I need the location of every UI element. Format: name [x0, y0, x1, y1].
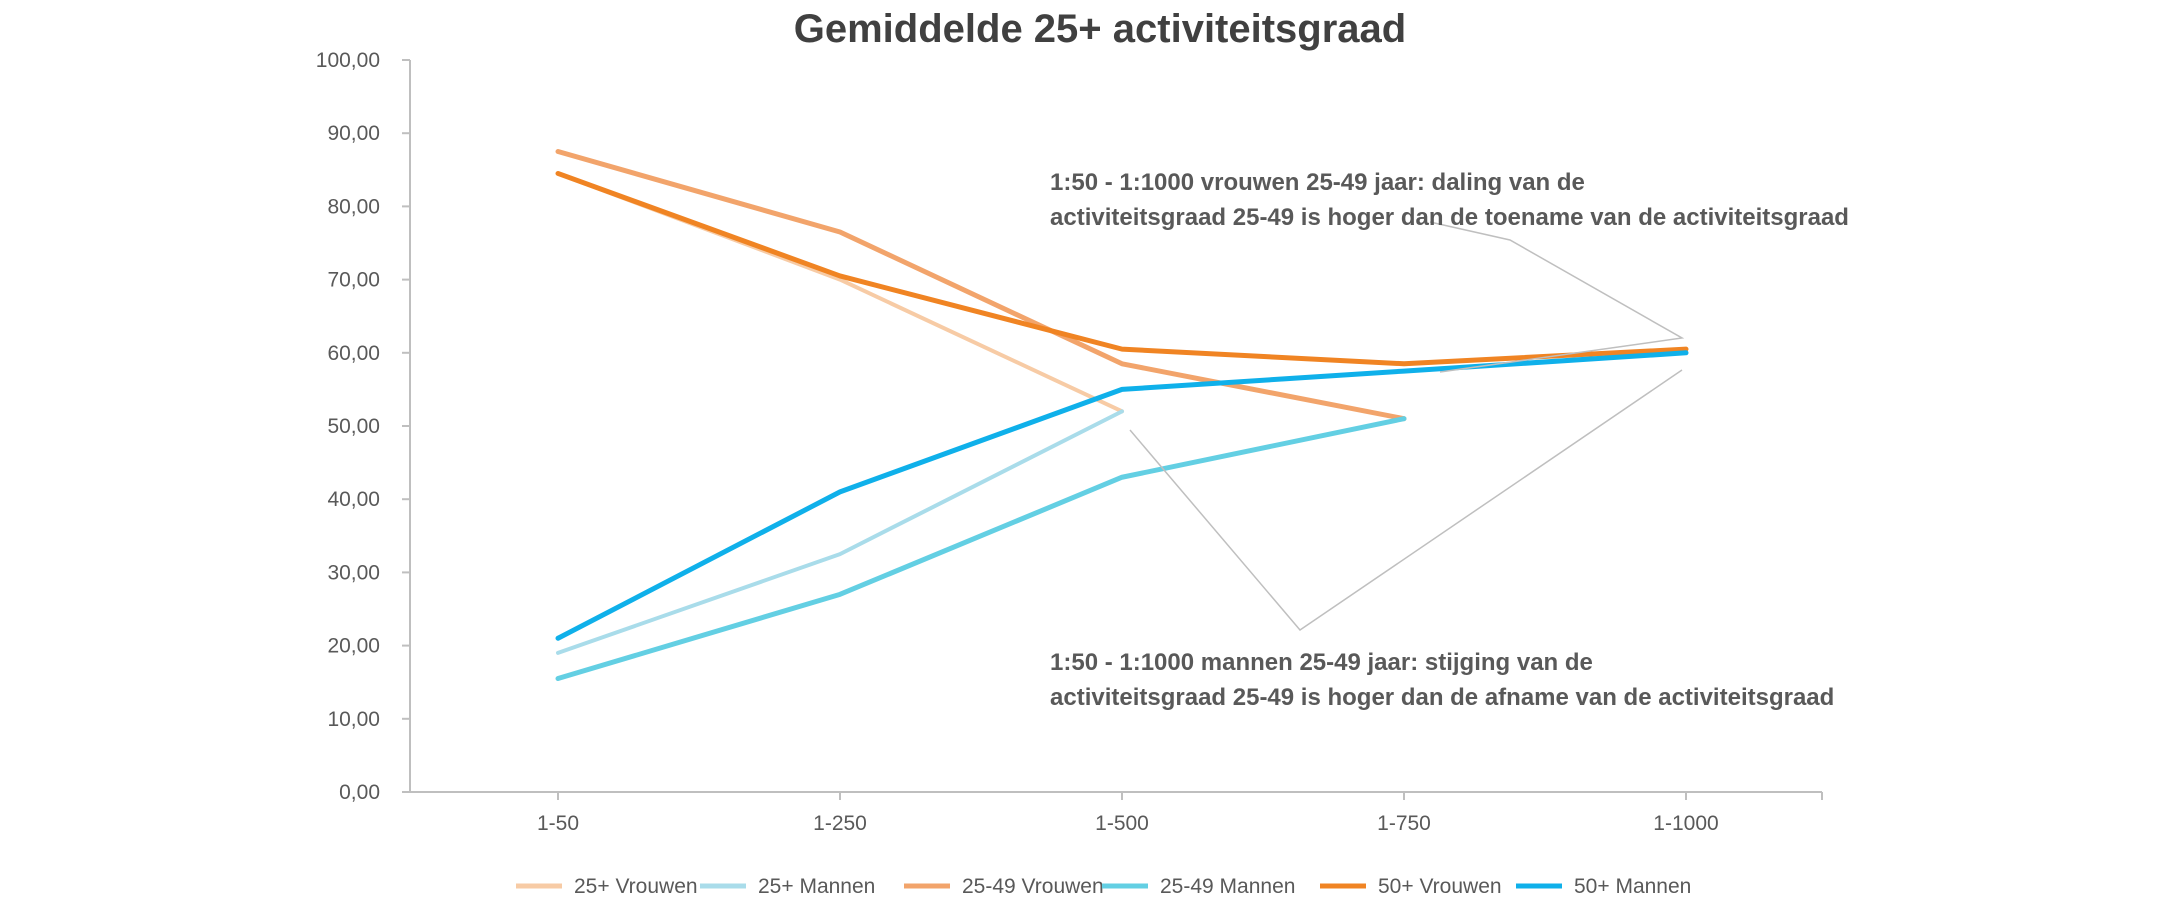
legend-label: 25+ Vrouwen: [574, 875, 698, 898]
annotation-lower: 1:50 - 1:1000 mannen 25-49 jaar: stijgin…: [1050, 649, 1834, 711]
annotation-lower-line-2: activiteitsgraad 25-49 is hoger dan de a…: [1050, 684, 1834, 711]
x-tick-label: 1-750: [1377, 812, 1431, 835]
annotation-upper-line-2: activiteitsgraad 25-49 is hoger dan de t…: [1050, 204, 1849, 231]
y-tick-label: 10,00: [327, 708, 380, 731]
y-tick-label: 0,00: [339, 781, 380, 804]
callout-line-upper: [1429, 221, 1685, 373]
annotation-upper: 1:50 - 1:1000 vrouwen 25-49 jaar: daling…: [1050, 169, 1849, 231]
annotation-callouts: [1129, 221, 1685, 631]
legend: 25+ Vrouwen 25+ Mannen 25-49 Vrouwen 25-49 …: [516, 875, 1691, 898]
y-tick-label: 100,00: [316, 49, 380, 72]
x-tick-label: 1-1000: [1653, 812, 1718, 835]
x-tick-label: 1-250: [813, 812, 867, 835]
y-tick-label: 70,00: [327, 269, 380, 292]
series-line-6: [555, 350, 1689, 641]
series-line-3: [555, 149, 1407, 422]
legend-label: 50+ Mannen: [1574, 875, 1691, 898]
series-line-4: [555, 416, 1407, 682]
legend-label: 50+ Vrouwen: [1378, 875, 1502, 898]
annotation-lower-line-1: 1:50 - 1:1000 mannen 25-49 jaar: stijgin…: [1050, 649, 1593, 676]
legend-label: 25+ Mannen: [758, 875, 875, 898]
y-tick-label: 30,00: [327, 561, 380, 584]
series-line-1: [556, 171, 1124, 414]
y-axis: 0,00 10,00 20,00 30,00 40,00 50,00 60,00 70,00 8…: [316, 49, 411, 804]
annotation-upper-line-1: 1:50 - 1:1000 vrouwen 25-49 jaar: daling…: [1050, 169, 1585, 196]
y-tick-label: 60,00: [327, 342, 380, 365]
x-tick-label: 1-50: [537, 812, 579, 835]
series-line-5: [555, 170, 1689, 367]
x-tick-label: 1-500: [1095, 812, 1149, 835]
legend-label: 25-49 Mannen: [1160, 875, 1295, 898]
chart-title: Gemiddelde 25+ activiteitsgraad: [794, 7, 1406, 51]
y-tick-label: 20,00: [327, 635, 380, 658]
y-tick-label: 90,00: [327, 122, 380, 145]
y-tick-label: 80,00: [327, 195, 380, 218]
y-tick-label: 50,00: [327, 415, 380, 438]
series-line-2: [556, 409, 1124, 655]
y-tick-label: 40,00: [327, 488, 380, 511]
x-axis: 1-50 1-250 1-500 1-750 1-1000: [410, 791, 1823, 835]
series-layer: [555, 149, 1689, 682]
legend-label: 25-49 Vrouwen: [962, 875, 1104, 898]
callout-line-lower: [1129, 369, 1683, 631]
